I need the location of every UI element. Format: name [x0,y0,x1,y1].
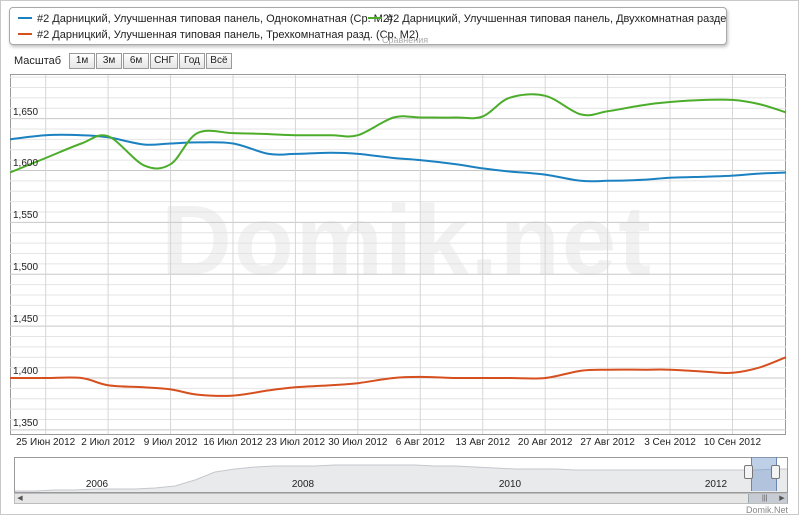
legend-label: #2 Дарницкий, Улучшенная типовая панель,… [37,13,393,25]
credit-text: Domik.Net [745,505,788,515]
y-tick-label: 1,400 [13,365,39,377]
legend-subtext: Сравнения [382,35,429,45]
x-tick-label: 23 Июл 2012 [265,437,326,448]
y-tick-label: 1,500 [13,262,39,274]
zoom-1y-button[interactable]: Год [178,53,205,69]
x-tick-label: 3 Сен 2012 [644,437,696,448]
zoom-ytd-button[interactable]: СНГ [150,53,178,69]
zoom-all-button[interactable]: Всё [205,53,232,69]
x-tick-label: 25 Июн 2012 [16,437,76,448]
grip-icon: ||| [762,495,768,502]
navigator-year-label: 2012 [704,479,728,490]
legend-item-three-room[interactable]: #2 Дарницкий, Улучшенная типовая панель,… [18,27,419,43]
x-axis-labels: 25 Июн 2012 2 Июл 2012 9 Июл 2012 16 Июл 20… [0,437,800,451]
navigator-year-label: 2008 [291,479,315,490]
x-tick-label: 10 Сен 2012 [703,437,762,448]
y-tick-label: 1,450 [13,314,39,326]
zoom-bar: Масштаб 1м 3м 6м СНГ Год Всё [14,53,233,69]
scroll-right-arrow-icon[interactable]: ▶ [779,495,785,502]
scrollbar-thumb[interactable]: ||| [748,494,788,503]
legend-label: #2 Дарницкий, Улучшенная типовая панель,… [387,13,727,25]
x-tick-label: 30 Июл 2012 [328,437,388,448]
y-tick-label: 1,650 [13,106,39,118]
legend-swatch [18,33,32,36]
zoom-label: Масштаб [14,55,62,67]
navigator-right-handle[interactable] [771,465,780,479]
scroll-left-arrow-icon[interactable]: ◀ [17,495,23,502]
zoom-6m-button[interactable]: 6м [123,53,150,69]
scrollbar-track[interactable]: ◀ ||| ▶ [14,493,788,504]
legend-item-two-room[interactable]: #2 Дарницкий, Улучшенная типовая панель,… [368,11,727,27]
navigator-left-handle[interactable] [744,465,753,479]
y-tick-label: 1,600 [13,158,39,170]
x-tick-label: 2 Июл 2012 [81,437,135,448]
x-tick-label: 20 Авг 2012 [517,437,573,448]
navigator-area-chart [15,464,787,492]
x-tick-label: 6 Авг 2012 [395,437,445,448]
legend-swatch [18,17,32,20]
zoom-1m-button[interactable]: 1м [69,53,96,69]
series-line-three-room[interactable] [9,356,787,397]
zoom-3m-button[interactable]: 3м [96,53,123,69]
legend-item-one-room[interactable]: #2 Дарницкий, Улучшенная типовая панель,… [18,11,393,27]
navigator-year-label: 2006 [85,479,109,490]
navigator-year-label: 2010 [498,479,522,490]
x-tick-label: 9 Июл 2012 [143,437,198,448]
legend-swatch [368,17,382,20]
y-tick-label: 1,350 [13,417,39,429]
series-line-two-room[interactable] [9,93,787,174]
y-tick-label: 1,550 [13,210,39,222]
x-tick-label: 27 Авг 2012 [580,437,635,448]
legend-label: #2 Дарницкий, Улучшенная типовая панель,… [37,29,419,41]
navigator[interactable] [14,457,788,493]
series-line-one-room[interactable] [9,133,787,183]
x-tick-label: 13 Авг 2012 [455,437,511,448]
plot-area[interactable] [10,74,786,435]
x-tick-label: 16 Июл 2012 [203,437,263,448]
legend: #2 Дарницкий, Улучшенная типовая панель,… [9,7,727,45]
